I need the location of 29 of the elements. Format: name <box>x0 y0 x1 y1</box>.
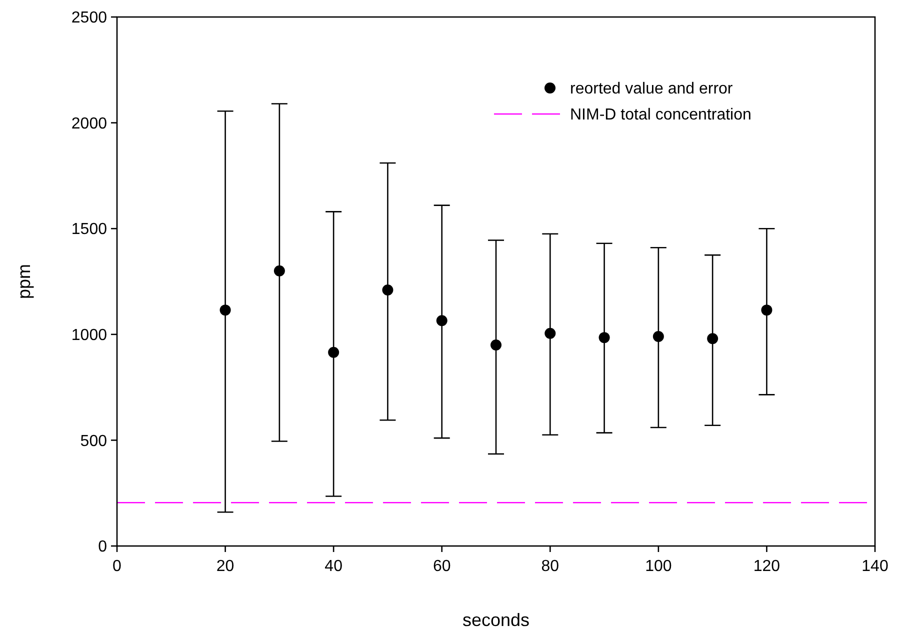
point <box>220 304 231 316</box>
point <box>436 315 448 326</box>
x-tick-label: 40 <box>324 558 343 575</box>
x-tick-label: 0 <box>112 558 122 575</box>
x-tick-label: 20 <box>216 558 234 575</box>
point <box>274 265 285 276</box>
point <box>652 331 664 342</box>
y-tick-label: 500 <box>80 432 108 450</box>
x-tick-label: 100 <box>645 558 672 575</box>
legend-label: NIM-D total concentration <box>570 106 752 124</box>
point <box>544 328 556 339</box>
point <box>328 346 340 358</box>
y-tick-label: 1500 <box>71 221 108 238</box>
point <box>761 304 772 316</box>
x-tick-label: 80 <box>541 558 560 575</box>
x-tick-label: 120 <box>753 558 780 575</box>
point <box>707 333 718 344</box>
y-tick-label: 1000 <box>71 327 108 344</box>
point <box>490 339 502 350</box>
point <box>598 332 610 344</box>
x-tick-label: 140 <box>862 558 888 575</box>
y-axis-title: ppm <box>14 264 34 300</box>
y-tick-label: 2500 <box>71 10 108 27</box>
y-tick-label: 0 <box>98 538 108 556</box>
x-axis-title: seconds <box>462 610 530 630</box>
point <box>382 284 394 296</box>
y-tick-label: 2000 <box>71 115 108 132</box>
x-tick-label: 60 <box>432 558 451 575</box>
legend-label: reorted value and error <box>570 80 734 98</box>
